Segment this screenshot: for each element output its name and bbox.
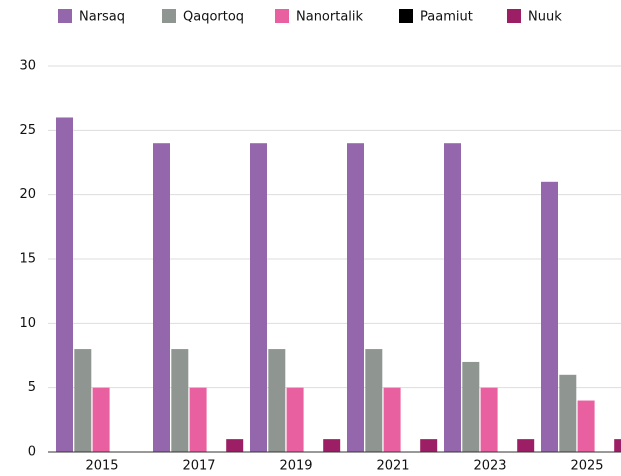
bar — [559, 374, 577, 452]
legend-swatch — [58, 9, 72, 23]
y-tick-label: 20 — [19, 187, 36, 202]
legend-swatch — [275, 9, 289, 23]
legend-swatch — [507, 9, 521, 23]
bar — [420, 439, 438, 452]
x-tick-label: 2023 — [473, 459, 506, 474]
legend-label: Qaqortoq — [183, 10, 244, 25]
bar — [74, 349, 92, 452]
x-tick-label: 2021 — [376, 459, 409, 474]
bar — [92, 387, 110, 452]
x-tick-label: 2017 — [182, 459, 215, 474]
bar — [614, 439, 621, 452]
y-tick-label: 15 — [19, 252, 36, 267]
x-tick-label: 2025 — [570, 459, 603, 474]
legend-swatch — [162, 9, 176, 23]
legend-label: Nanortalik — [296, 10, 364, 25]
legend-label: Narsaq — [79, 10, 125, 25]
bar — [56, 117, 73, 452]
bar — [323, 439, 341, 452]
bar — [286, 387, 304, 452]
legend-swatch — [399, 9, 413, 23]
bar — [250, 143, 267, 452]
bar — [444, 143, 461, 452]
y-tick-label: 5 — [28, 380, 36, 395]
bar — [171, 349, 189, 452]
y-tick-label: 25 — [19, 123, 36, 138]
y-tick-label: 30 — [19, 59, 36, 74]
y-tick-label: 10 — [19, 316, 36, 331]
x-tick-label: 2015 — [85, 459, 118, 474]
bar — [365, 349, 383, 452]
bar — [189, 387, 207, 452]
bar — [517, 439, 535, 452]
bar — [226, 439, 244, 452]
bar — [347, 143, 364, 452]
bar — [462, 361, 480, 452]
legend-label: Paamiut — [420, 10, 473, 25]
legend-label: Nuuk — [528, 10, 562, 25]
bar — [577, 400, 595, 452]
bar — [480, 387, 498, 452]
y-tick-label: 0 — [28, 445, 36, 460]
bar — [153, 143, 170, 452]
bar — [383, 387, 401, 452]
x-tick-label: 2019 — [279, 459, 312, 474]
bar — [541, 181, 558, 453]
bar — [268, 349, 286, 452]
